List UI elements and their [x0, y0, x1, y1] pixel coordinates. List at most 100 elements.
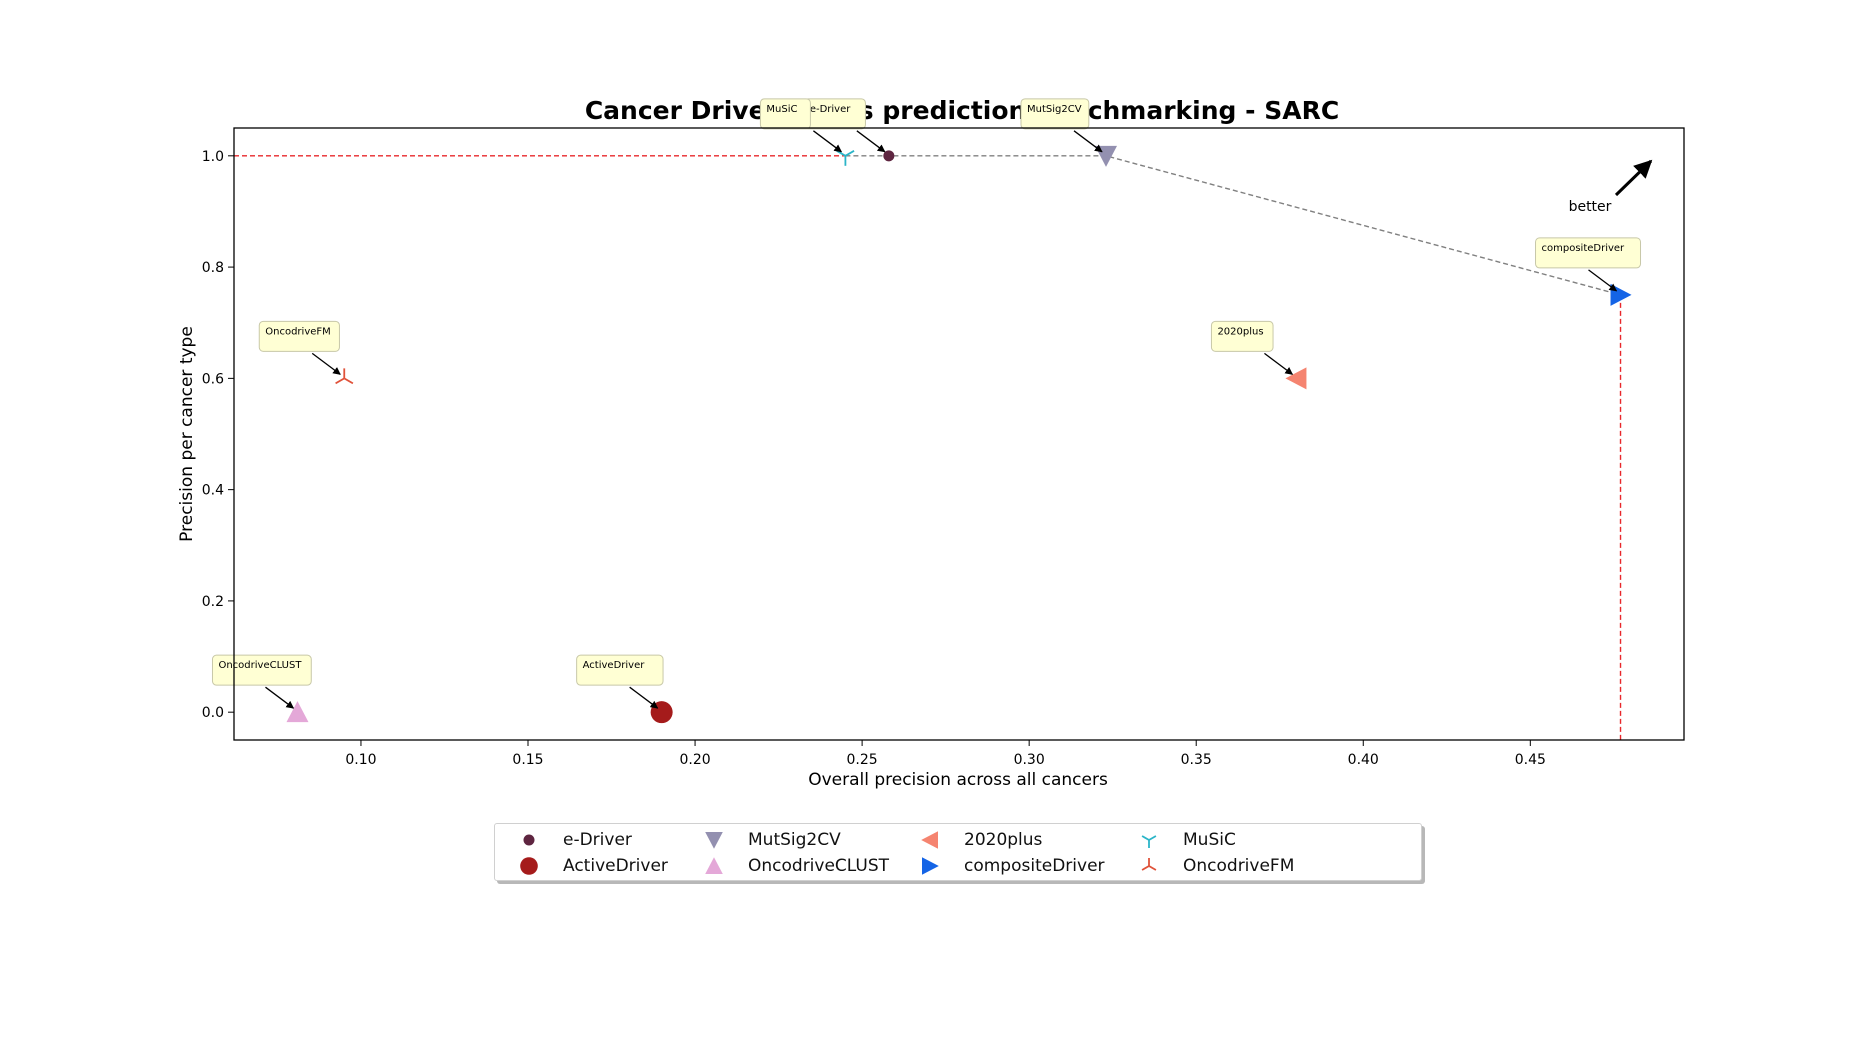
legend-marker-e-driver: [523, 834, 535, 846]
data-point-oncodrivefm-arm-1: [335, 377, 345, 385]
annotation-music: MuSiC: [759, 98, 843, 153]
data-point-oncodriveclust: [286, 701, 309, 723]
y-tick-label: 0.8: [202, 260, 224, 276]
y-tick-label: 0.6: [202, 371, 224, 387]
chart-title: Cancer Driver Genes prediction benchmark…: [585, 96, 1339, 125]
y-tick-label: 0.0: [202, 705, 224, 721]
annotation-arrow: [1073, 130, 1103, 153]
annotation-label: MuSiC: [766, 104, 797, 115]
y-tick-label: 0.4: [202, 483, 224, 499]
annotation-box: [576, 654, 664, 686]
legend-item-oncodriveclust: OncodriveCLUST: [694, 853, 889, 879]
legend-symbol: [705, 832, 723, 849]
annotations: e-Driver ActiveDriver MutSig2CV OncodriveCL…: [211, 98, 1642, 709]
legend-item-mutsig2cv: MutSig2CV: [694, 827, 841, 853]
pareto-front-line: [845, 155, 1621, 296]
legend-label: 2020plus: [964, 830, 1043, 850]
legend-symbol: [1141, 858, 1157, 871]
legend-marker-activedriver: [520, 857, 538, 875]
legend-symbol-arm-1: [1141, 865, 1150, 871]
legend-item-activedriver: ActiveDriver: [509, 853, 668, 879]
annotation-label: e-Driver: [810, 104, 851, 115]
legend-symbol: [921, 831, 938, 849]
x-tick-label: 0.15: [512, 752, 543, 768]
annotation-arrow: [265, 686, 295, 709]
legend-label: OncodriveFM: [1183, 856, 1295, 876]
legend-marker-oncodriveclust: [705, 857, 723, 874]
annotation-oncodriveclust: OncodriveCLUST: [211, 654, 312, 709]
annotation-label: OncodriveFM: [265, 326, 331, 337]
annotation-compositedriver: compositeDriver: [1535, 237, 1642, 292]
annotation-oncodrivefm: OncodriveFM: [258, 320, 341, 375]
annotation-arrow: [629, 686, 659, 709]
better-arrow: [1614, 159, 1653, 197]
annotation-label: MutSig2CV: [1027, 104, 1082, 115]
legend-marker-2020plus: [921, 831, 938, 849]
legend-marker-oncodrivefm: [1141, 858, 1157, 871]
annotation-label: OncodriveCLUST: [218, 660, 302, 671]
annotation-arrow: [813, 130, 843, 153]
data-point-activedriver: [650, 701, 673, 724]
data-point-2020plus: [1285, 367, 1307, 390]
legend-label: compositeDriver: [964, 856, 1105, 876]
legend-symbol-arm-2: [1148, 835, 1157, 841]
x-tick-label: 0.25: [847, 752, 878, 768]
x-tick-label: 0.20: [679, 752, 710, 768]
legend-item-music: MuSiC: [1129, 827, 1236, 853]
annotation-box: [258, 320, 340, 352]
x-tick-label: 0.35: [1181, 752, 1212, 768]
y-axis-label: Precision per cancer type: [177, 326, 197, 542]
data-points: [286, 145, 1632, 724]
annotation-arrow: [311, 352, 341, 375]
annotation-2020plus: 2020plus: [1210, 320, 1294, 375]
legend-label: e-Driver: [563, 830, 632, 850]
better-indicator: better: [1569, 159, 1653, 215]
data-point-compositedriver: [1610, 283, 1632, 306]
x-tick-label: 0.45: [1515, 752, 1546, 768]
legend-symbol-arm-1: [1141, 835, 1150, 841]
data-point-music-arm-2: [844, 150, 855, 157]
annotation-box: [1535, 237, 1642, 269]
x-tick-label: 0.40: [1348, 752, 1379, 768]
legend-symbol: [922, 857, 939, 875]
legend-label: ActiveDriver: [563, 856, 668, 876]
legend-item-2020plus: 2020plus: [910, 827, 1042, 853]
legend-item-oncodrivefm: OncodriveFM: [1129, 853, 1294, 879]
annotation-box: [759, 98, 811, 130]
annotation-box: [211, 654, 312, 686]
x-tick-label: 0.10: [345, 752, 376, 768]
annotation-activedriver: ActiveDriver: [576, 654, 664, 709]
legend-label: OncodriveCLUST: [748, 856, 890, 876]
legend-item-compositedriver: compositeDriver: [910, 853, 1105, 879]
x-axis-label: Overall precision across all cancers: [808, 770, 1108, 790]
annotation-arrow: [856, 130, 886, 153]
annotation-label: ActiveDriver: [583, 660, 646, 671]
annotation-box: [1210, 320, 1274, 352]
legend-marker-music: [1141, 835, 1157, 848]
legend-symbol: [1141, 835, 1157, 848]
legend: e-Driver ActiveDriver MutSig2CV OncodriveCL…: [494, 823, 1422, 881]
data-point-e-driver: [883, 150, 895, 162]
legend-marker-compositedriver: [922, 857, 939, 875]
legend-item-e-driver: e-Driver: [509, 827, 632, 853]
data-point-music: [836, 150, 855, 166]
legend-symbol: [523, 834, 535, 846]
legend-symbol: [520, 857, 538, 875]
annotation-mutsig2cv: MutSig2CV: [1020, 98, 1103, 153]
annotation-box: [1020, 98, 1090, 130]
plot-frame: [233, 127, 1685, 741]
annotation-e-driver: e-Driver: [803, 98, 886, 153]
better-label: better: [1569, 199, 1612, 215]
y-tick-label: 0.2: [202, 594, 224, 610]
annotation-label: 2020plus: [1217, 326, 1263, 337]
annotation-arrow: [1264, 352, 1294, 375]
annotation-label: compositeDriver: [1542, 243, 1626, 254]
data-point-oncodrivefm-arm-2: [343, 377, 354, 385]
data-point-oncodrivefm: [335, 368, 354, 385]
x-tick-label: 0.30: [1014, 752, 1045, 768]
legend-marker-mutsig2cv: [705, 832, 723, 849]
legend-symbol: [705, 857, 723, 874]
legend-label: MutSig2CV: [748, 830, 841, 850]
legend-symbol-arm-2: [1148, 865, 1157, 871]
